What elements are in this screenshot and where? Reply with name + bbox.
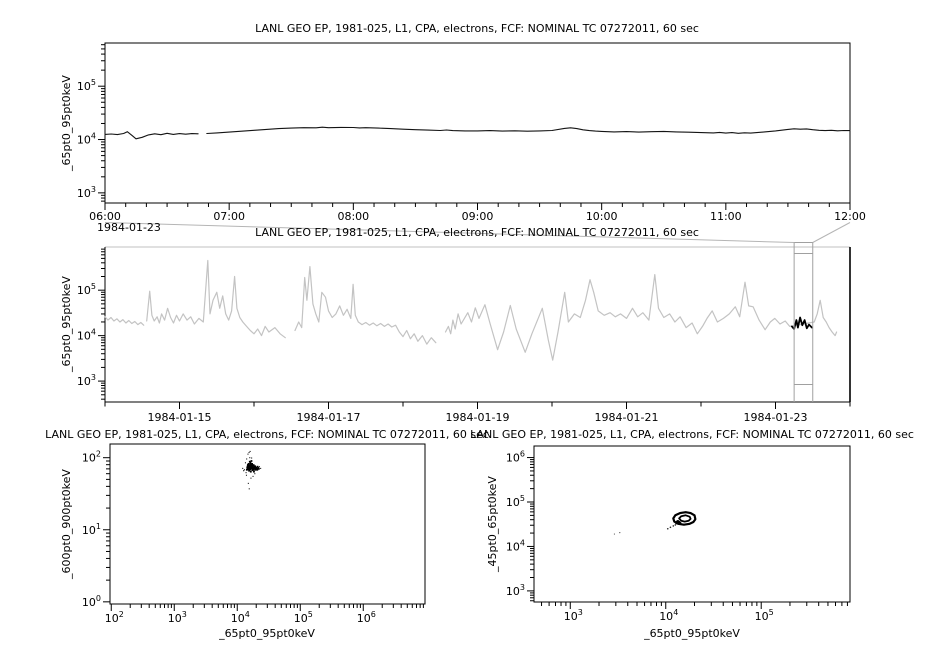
- context-zoom-box[interactable]: [794, 243, 813, 403]
- svg-text:105: 105: [77, 78, 96, 93]
- svg-text:100: 100: [82, 594, 101, 609]
- scatter-600-900-title: LANL GEO EP, 1981-025, L1, CPA, electron…: [45, 428, 489, 441]
- scatter-600-900-axes: 100 101 102 102 103 104 105 106: [82, 443, 426, 625]
- scatter-45-65-axes: 103 104 105 106 103 104 105: [506, 445, 851, 623]
- svg-text:103: 103: [564, 608, 583, 623]
- svg-text:103: 103: [77, 185, 96, 200]
- scatter-600-900-points: [242, 450, 262, 490]
- scatter-45-65-title: LANL GEO EP, 1981-025, L1, CPA, electron…: [470, 428, 914, 441]
- svg-text:1984-01-15: 1984-01-15: [148, 411, 212, 424]
- svg-text:106: 106: [357, 610, 376, 625]
- scatter-45-65-y-axis-label: _45pt0_65pt0keV: [486, 476, 499, 573]
- scatter-45-65-points: [613, 511, 697, 535]
- svg-text:104: 104: [659, 608, 678, 623]
- context-plot-area[interactable]: [105, 247, 850, 402]
- svg-text:104: 104: [231, 610, 250, 625]
- scatter-600-900-plot-area[interactable]: [110, 444, 425, 604]
- svg-text:09:00: 09:00: [462, 210, 494, 223]
- svg-text:07:00: 07:00: [213, 210, 245, 223]
- text-layer: LANL GEO EP, 1981-025, L1, CPA, electron…: [45, 22, 914, 640]
- svg-text:08:00: 08:00: [337, 210, 369, 223]
- svg-text:1984-01-21: 1984-01-21: [595, 411, 659, 424]
- render-layer: 103 104 105 06:00 07:00 08:00 09:00 10:00 11:00 1…: [77, 42, 866, 625]
- scatter-45-65-plot-area[interactable]: [534, 446, 850, 602]
- context-highlight-series: [791, 316, 813, 330]
- context-plot-title: LANL GEO EP, 1981-025, L1, CPA, electron…: [255, 226, 699, 239]
- scatter-600-900-x-axis-label: _65pt0_95pt0keV: [218, 627, 315, 640]
- svg-text:1984-01-17: 1984-01-17: [297, 411, 361, 424]
- context-panel-axes: 103 104 105 1984-01-15 1984-01-17 1984-01-19 1…: [77, 246, 851, 424]
- svg-text:102: 102: [82, 450, 101, 465]
- svg-text:101: 101: [82, 522, 101, 537]
- svg-text:104: 104: [77, 328, 96, 343]
- svg-text:106: 106: [506, 450, 525, 465]
- svg-text:103: 103: [168, 610, 187, 625]
- context-y-axis-label: _65pt0_95pt0keV: [60, 276, 73, 373]
- context-zoom-box-lines: [793, 242, 814, 402]
- detail-panel-axes: 103 104 105 06:00 07:00 08:00 09:00 10:00 11:00 1…: [77, 42, 866, 223]
- svg-text:10:00: 10:00: [586, 210, 618, 223]
- svg-text:1984-01-19: 1984-01-19: [446, 411, 510, 424]
- svg-text:104: 104: [506, 538, 525, 553]
- svg-text:1984-01-23: 1984-01-23: [744, 411, 808, 424]
- svg-text:102: 102: [105, 610, 124, 625]
- svg-text:104: 104: [77, 132, 96, 147]
- detail-plot-title: LANL GEO EP, 1981-025, L1, CPA, electron…: [255, 22, 699, 35]
- svg-text:103: 103: [77, 373, 96, 388]
- svg-text:103: 103: [506, 583, 525, 598]
- scatter-600-900-y-axis-label: _600pt0_900pt0keV: [60, 469, 73, 580]
- svg-text:105: 105: [294, 610, 313, 625]
- svg-text:06:00: 06:00: [89, 210, 121, 223]
- svg-text:105: 105: [506, 494, 525, 509]
- detail-plot-area[interactable]: [105, 43, 850, 203]
- context-link: [104, 222, 851, 243]
- svg-text:105: 105: [755, 608, 774, 623]
- svg-text:11:00: 11:00: [710, 210, 742, 223]
- detail-series: [104, 126, 851, 140]
- detail-x-date-label: 1984-01-23: [97, 221, 161, 234]
- context-series: [104, 259, 838, 361]
- scatter-45-65-x-axis-label: _65pt0_95pt0keV: [643, 627, 740, 640]
- svg-text:12:00: 12:00: [834, 210, 866, 223]
- svg-text:105: 105: [77, 282, 96, 297]
- detail-y-axis-label: _65pt0_95pt0keV: [60, 75, 73, 172]
